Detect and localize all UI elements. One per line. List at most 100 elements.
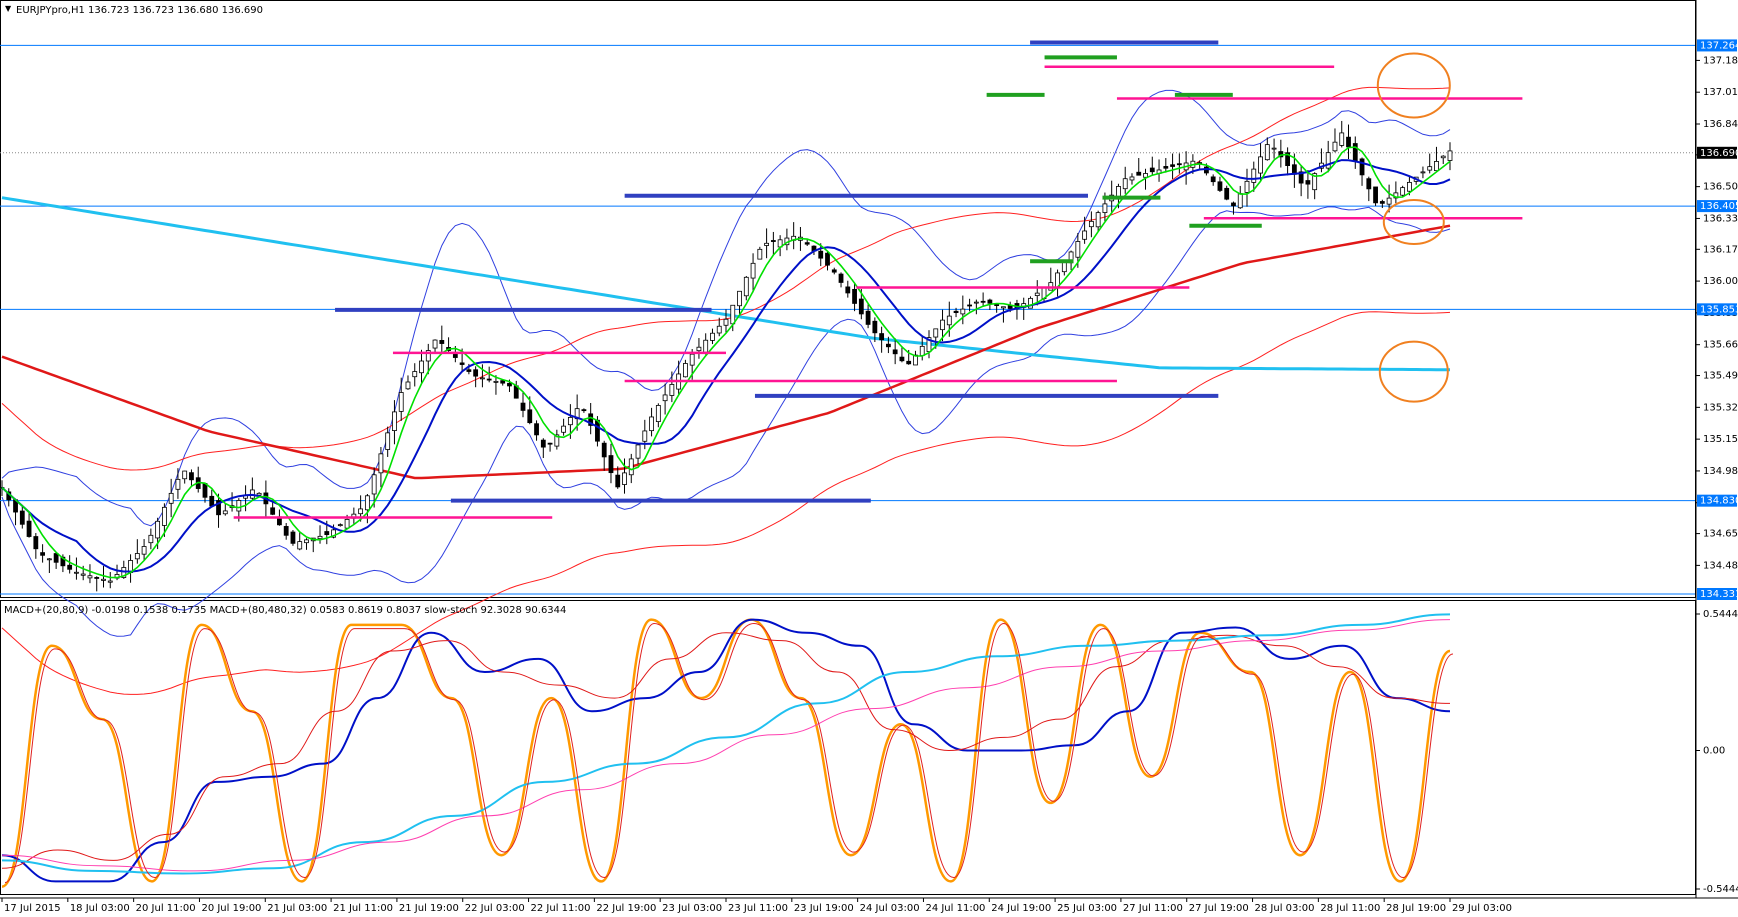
candle-body [655,405,661,422]
time-tick-label: 28 Jul 19:00 [1386,903,1446,914]
candle-body [946,315,952,326]
candle-body [892,349,898,355]
candle-body [615,474,621,488]
candle-body [743,276,749,297]
macd-fast-signal-line [1,632,1451,869]
price-tick-label: 136.004 [1703,276,1738,287]
candle-body [635,444,641,459]
candle-body [1447,150,1453,161]
candle-body [865,310,871,325]
candle-body [419,360,424,374]
candle-body [534,423,539,436]
candle-body [703,339,709,353]
green-ma-line [1,146,1451,579]
candle-body [1407,181,1412,192]
candle-body [683,363,688,378]
candle-body [270,507,276,515]
candle-body [324,531,330,535]
time-tick-label: 21 Jul 03:00 [267,903,327,914]
level-price-label: 136.405 [1700,201,1738,212]
candle-body [1427,166,1433,171]
level-price-badge [1697,39,1737,52]
macd-fast-line [1,618,1451,883]
candle-body [46,558,52,561]
candle-body [520,402,526,411]
blue-ma-line [1,159,1451,573]
price-tick-label: 135.499 [1703,371,1738,382]
candle-body [297,541,303,550]
candle-body [1163,166,1169,169]
candle-body [209,495,215,507]
time-axis: 17 Jul 2015 18 Jul 03:00 20 Jul 11:00 20 Ju… [1,898,1512,914]
candle-body [182,470,188,480]
candle-body [845,286,851,294]
candle-body [155,520,161,539]
candle-body [493,380,499,383]
candle-body [757,248,763,260]
level-price-badge [1697,303,1737,316]
candle-body [425,350,431,362]
macd-slow-line [1,613,1451,875]
window-menu-icon[interactable]: ▼ [5,4,12,13]
candle-body [1312,173,1318,191]
candle-body [371,474,377,495]
candle-body [730,304,736,325]
price-tick-label: 135.329 [1703,402,1738,413]
candle-body [53,553,59,563]
candle-body [1122,178,1128,190]
indicator-plot[interactable] [1,613,1454,888]
price-tick-label: 136.509 [1703,182,1738,193]
candle-body [696,346,702,352]
stoch-main-line [1,618,1451,888]
candle-body [1136,171,1142,176]
candle-body [1420,171,1426,174]
candle-body [1244,180,1250,193]
indicator-tick-label: -0.5444 [1703,884,1738,895]
candle-body [1143,173,1148,178]
candle-body [662,394,668,402]
candle-body [317,535,323,540]
candle-body [588,413,594,426]
candle-body [1149,167,1155,173]
highlight-circle [1378,340,1449,403]
time-tick-label: 27 Jul 19:00 [1189,903,1249,914]
candle-body [547,442,553,445]
candle-body [689,353,695,366]
level-price-label: 134.331 [1700,589,1738,600]
price-tick-label: 134.989 [1703,466,1738,477]
time-tick-label: 22 Jul 19:00 [596,903,656,914]
price-tick-label: 135.664 [1703,340,1738,351]
main-plot[interactable] [0,40,1695,695]
candle-body [980,300,986,303]
candle-body [473,369,479,377]
level-price-label: 134.830 [1700,496,1738,507]
candle-body [750,262,756,279]
time-tick-label: 17 Jul 2015 [4,903,61,914]
candle-body [1264,144,1270,161]
candle-body [405,381,411,390]
time-tick-label: 22 Jul 11:00 [531,903,591,914]
candle-body [913,354,918,366]
candle-body [26,520,32,537]
candle-body [872,320,878,334]
candle-body [818,250,824,259]
candle-body [398,392,404,412]
candle-body [764,242,769,246]
candle-body [601,442,607,458]
stoch-signal-line [4,622,1454,883]
candle-body [161,506,167,526]
candle-body [940,319,945,331]
time-tick-label: 21 Jul 11:00 [333,903,393,914]
candle-body [628,458,634,476]
candle-body [385,432,391,450]
candle-body [1237,193,1243,209]
candle-body [825,252,830,266]
candle-body [432,339,438,349]
candle-body [1271,147,1277,150]
time-tick-label: 23 Jul 19:00 [794,903,854,914]
candle-body [216,500,221,516]
candle-body [486,378,492,381]
candle-body [879,333,885,341]
price-axis: 137.184137.014136.844136.679136.509136.3… [1696,39,1738,895]
